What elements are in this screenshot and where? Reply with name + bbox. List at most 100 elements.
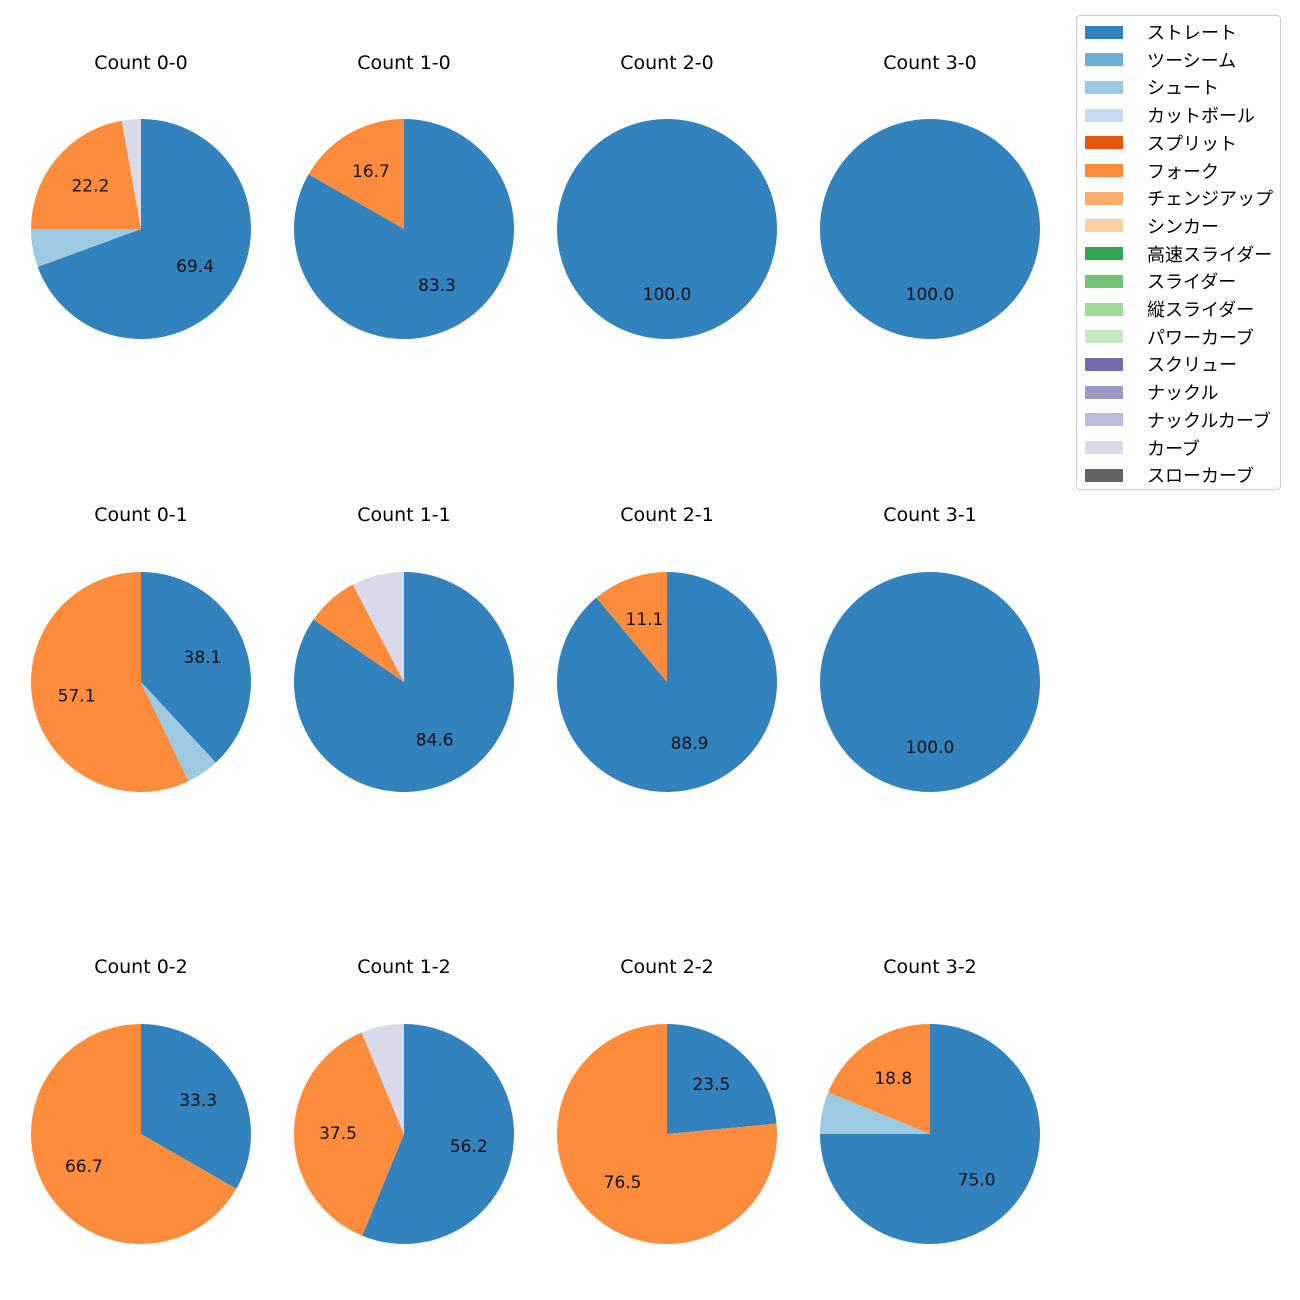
pie-slice [31,120,141,229]
pie-slice [141,1024,251,1189]
legend-item: シュート [1077,74,1219,100]
pie-title: Count 0-0 [94,52,188,74]
pie-slice [667,1024,777,1134]
pie-slice [820,572,1040,792]
legend-item: シンカー [1077,213,1219,239]
slice-label: 57.1 [58,687,96,707]
pie-title: Count 1-0 [357,52,451,74]
legend-swatch [1085,25,1123,39]
pie-slice [362,1024,514,1244]
legend-item: スローカーブ [1077,462,1254,488]
slice-label: 33.3 [179,1091,217,1111]
slice-label: 11.1 [626,610,664,630]
pie-slice [557,1023,777,1245]
pie-count-0-2: Count 0-2 33.3 66.7 [30,956,251,1245]
pie-count-3-2: Count 3-2 75.0 18.8 [820,956,1040,1244]
pie-slice [820,1092,930,1134]
slice-label: 100.0 [906,738,955,758]
legend-label: スローカーブ [1147,466,1254,488]
pie-count-3-0: Count 3-0 100.0 [820,52,1040,339]
pie-title: Count 3-1 [883,504,977,526]
legend-label: スライダー [1147,272,1237,294]
legend-item: フォーク [1077,158,1219,184]
legend-swatch [1085,136,1123,150]
pie-slice [141,572,251,763]
pie-count-1-0: Count 1-0 83.3 16.7 [293,52,514,339]
legend-item: ナックルカーブ [1077,407,1271,433]
legend-label: 縦スライダー [1147,300,1255,321]
pie-title: Count 2-1 [620,504,714,526]
legend-swatch [1085,274,1123,288]
slice-label: 88.9 [671,734,709,754]
slice-label: 38.1 [184,648,222,668]
pie-slice [30,1024,237,1245]
pie-title: Count 2-0 [620,52,714,74]
pie-count-2-2: Count 2-2 23.5 76.5 [557,956,777,1245]
slice-label: 75.0 [958,1171,996,1191]
slice-label: 16.7 [352,162,390,182]
pie-count-1-1: Count 1-1 84.6 [293,504,514,792]
legend-item: 高速スライダー [1077,241,1272,267]
legend-item: スプリット [1077,130,1237,156]
legend-label: スプリット [1147,133,1237,155]
slice-label: 100.0 [643,285,692,305]
pie-slice [352,572,404,682]
legend-label: パワーカーブ [1147,327,1254,349]
legend-swatch [1085,441,1123,454]
legend-swatch [1085,191,1123,205]
pie-count-3-1: Count 3-1 100.0 [820,504,1040,792]
pie-count-0-1: Count 0-1 38.1 57.1 [31,504,251,792]
legend-swatch [1085,53,1123,67]
slice-label: 37.5 [319,1124,357,1144]
pie-slice [313,584,404,682]
slice-label: 100.0 [906,285,955,305]
slice-label: 18.8 [874,1069,912,1089]
legend-label: ツーシーム [1147,50,1237,72]
pie-title: Count 0-1 [94,504,188,526]
legend-label: 高速スライダー [1147,244,1273,266]
legend-label: チェンジアップ [1147,189,1273,211]
legend-label: ナックル [1147,383,1219,405]
legend-swatch [1085,219,1123,233]
pie-slice [121,119,141,229]
pie-slice [596,572,667,682]
pie-slice [828,1024,930,1134]
pie-slice [37,119,252,339]
legend-item: スライダー [1077,268,1236,294]
pie-slice [31,229,141,267]
pie-slice [820,119,1040,339]
legend-swatch [1085,413,1123,427]
slice-label: 23.5 [692,1075,730,1095]
pie-slice [557,119,777,339]
pie-slice [308,119,404,229]
slice-label: 84.6 [416,730,454,750]
pie-title: Count 3-2 [883,956,977,978]
pie-slice [141,682,216,782]
legend-swatch [1085,330,1123,344]
legend-item: カットボール [1077,102,1255,128]
pie-slice [31,572,189,792]
legend-label: ナックルカーブ [1147,410,1271,432]
pie-slice [293,119,514,339]
slice-label: 69.4 [176,257,214,277]
legend-item: ナックル [1077,379,1218,405]
pie-count-1-2: Count 1-2 56.2 37.5 [293,956,514,1244]
legend: ストレート ツーシーム シュート カットボール スプリット フォーク チェンジアップ シンカー… [1076,15,1281,490]
pie-title: Count 1-2 [357,956,451,978]
pie-title: Count 2-2 [620,956,714,978]
pie-title: Count 0-2 [94,956,188,978]
legend-swatch [1085,385,1123,399]
legend-item: パワーカーブ [1077,324,1254,350]
slice-label: 83.3 [418,276,456,296]
legend-swatch [1085,357,1123,371]
legend-item: ツーシーム [1077,47,1236,73]
slice-label: 66.7 [65,1157,103,1177]
legend-item: チェンジアップ [1077,185,1273,211]
slice-label: 76.5 [604,1173,642,1193]
legend-label: シュート [1147,78,1219,100]
legend-swatch [1085,80,1123,94]
pie-count-2-1: Count 2-1 88.9 11.1 [557,504,777,792]
legend-swatch [1085,302,1123,316]
legend-item: 縦スライダー [1077,296,1254,322]
